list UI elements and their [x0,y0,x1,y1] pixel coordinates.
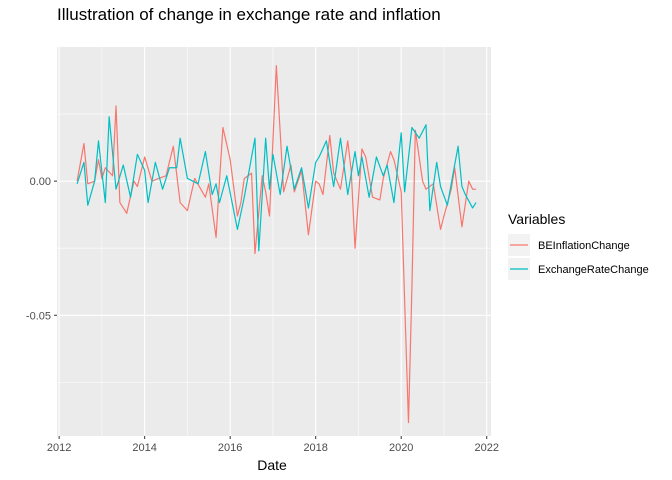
x-tick-label: 2022 [474,442,498,454]
x-tick-label: 2020 [389,442,413,454]
x-tick-label: 2014 [132,442,156,454]
x-tick-label: 2016 [218,442,242,454]
y-axis: 0.00 -0.05 [26,176,57,322]
chart-title: Illustration of change in exchange rate … [57,5,441,24]
series-line-BEInflationChange [76,65,477,424]
x-axis: 2012 2014 2016 2018 2020 2022 [47,436,499,454]
legend-label: ExchangeRateChange [538,264,649,276]
x-tick-label: 2012 [47,442,71,454]
legend-label: BEInflationChange [538,240,630,252]
legend: Variables BEInflationChange ExchangeRateC… [508,211,649,280]
x-tick-label: 2018 [303,442,327,454]
minor-gridlines [57,47,491,436]
legend-title: Variables [508,211,565,227]
series-layer [76,65,477,424]
major-gridlines [57,47,491,436]
y-tick-label: 0.00 [30,176,51,188]
x-axis-title: Date [257,457,287,473]
y-tick-label: -0.05 [26,310,51,322]
series-line-ExchangeRateChange [76,116,477,252]
